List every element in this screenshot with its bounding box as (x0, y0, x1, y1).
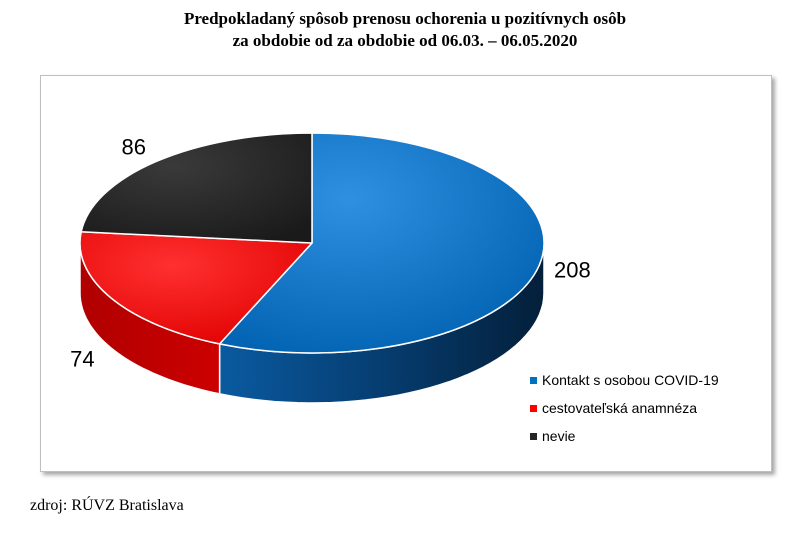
chart-title: Predpokladaný spôsob prenosu ochorenia u… (0, 8, 810, 52)
source-note: zdroj: RÚVZ Bratislava (30, 497, 184, 514)
pie-slice-2 (79, 231, 313, 345)
legend-label-1: Kontakt s osobou COVID-19 (542, 372, 719, 388)
pie-slice-3 (80, 132, 313, 244)
legend-label-3: nevie (542, 428, 576, 444)
title-line-2: za obdobie od za obdobie od 06.03. – 06.… (232, 31, 578, 50)
legend-swatch-3 (530, 433, 537, 440)
data-label-3: 86 (122, 135, 146, 160)
pie-slice-1 (218, 132, 545, 354)
legend-swatch-1 (530, 377, 537, 384)
data-label-2: 74 (70, 347, 94, 372)
legend-swatch-2 (530, 405, 537, 412)
legend-label-2: cestovateľská anamnéza (542, 400, 697, 416)
title-line-1: Predpokladaný spôsob prenosu ochorenia u… (183, 9, 627, 28)
data-label-1: 208 (554, 257, 591, 282)
